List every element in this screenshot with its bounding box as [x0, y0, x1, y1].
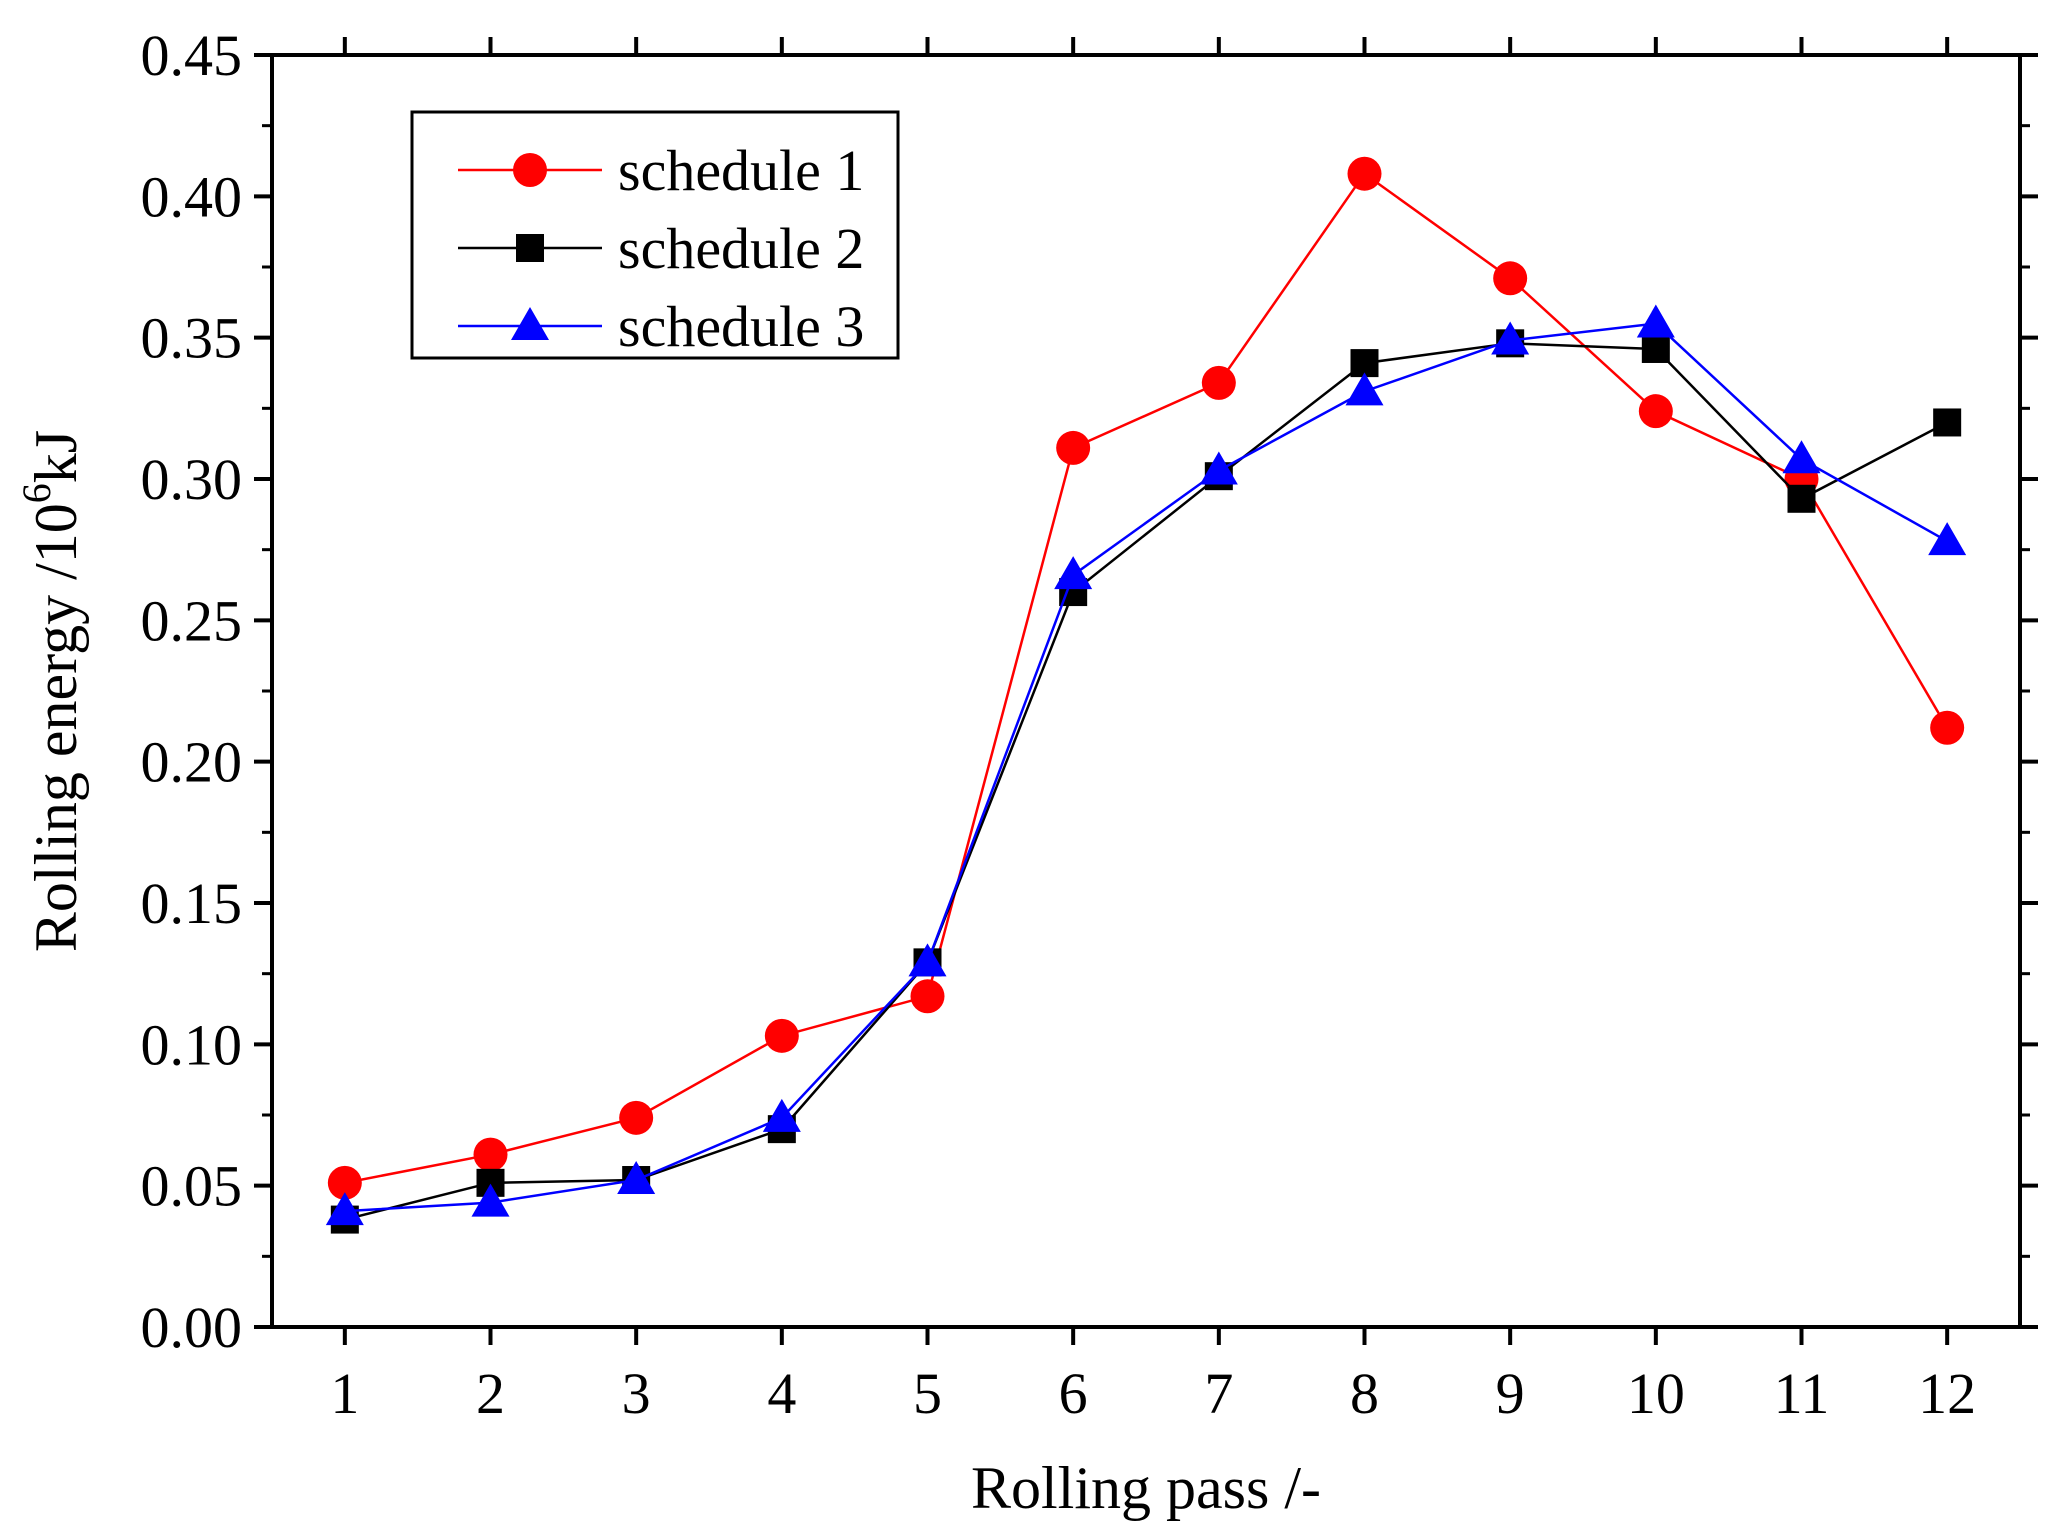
data-point	[1493, 261, 1528, 296]
series-line	[344, 322, 1948, 1213]
x-tick-label: 4	[767, 1361, 796, 1426]
legend-item: schedule 2	[458, 216, 864, 281]
x-tick-label: 1	[330, 1361, 359, 1426]
data-point	[473, 1137, 508, 1172]
data-point	[1201, 365, 1236, 400]
data-point	[1930, 710, 1965, 745]
data-point	[910, 979, 945, 1014]
x-tick-label: 9	[1496, 1361, 1525, 1426]
axes: 0.00 0.05 0.10 0.15 0.20 0.25 0.30 0.35 0.40 0.45…	[141, 23, 2038, 1426]
legend-label: schedule 2	[618, 216, 864, 281]
data-point	[619, 1100, 654, 1135]
x-tick-label: 5	[913, 1361, 942, 1426]
data-point	[1056, 430, 1091, 465]
y-axis-title-unit: kJ	[23, 430, 89, 483]
data-point	[325, 1192, 364, 1226]
x-axis-title: Rolling pass /-	[971, 1455, 1321, 1521]
legend-label: schedule 3	[618, 294, 864, 359]
x-tick-label: 12	[1918, 1361, 1976, 1426]
x-tick-label: 11	[1774, 1361, 1830, 1426]
legend-item: schedule 1	[458, 138, 864, 203]
data-point	[1638, 394, 1673, 429]
data-point	[908, 943, 947, 977]
x-tick-label: 6	[1059, 1361, 1088, 1426]
y-tick-label: 0.10	[141, 1012, 243, 1077]
x-tick-label: 3	[622, 1361, 651, 1426]
y-tick-label: 0.35	[141, 306, 243, 371]
series-3	[325, 304, 1967, 1226]
legend-label: schedule 1	[618, 138, 864, 203]
y-tick-label: 0.05	[141, 1154, 243, 1219]
series-group	[325, 156, 1967, 1234]
y-tick-label: 0.25	[141, 588, 243, 653]
data-point	[1054, 556, 1093, 590]
legend-box	[410, 110, 900, 360]
legend-marker	[516, 234, 544, 262]
y-tick-label: 0.30	[141, 447, 243, 512]
plot-frame	[270, 53, 2022, 1329]
series-1	[327, 156, 1965, 1200]
data-point	[1933, 408, 1962, 437]
data-point	[471, 1183, 510, 1217]
x-tick-label: 2	[476, 1361, 505, 1426]
legend-item: schedule 3	[458, 294, 864, 359]
data-point	[1636, 304, 1675, 338]
legend-marker	[513, 153, 547, 187]
series-line	[344, 342, 1948, 1221]
y-tick-label: 0.00	[141, 1295, 243, 1360]
y-axis-title: Rolling energy /106kJ	[14, 430, 89, 952]
data-point	[1641, 334, 1670, 363]
data-point	[617, 1161, 656, 1195]
data-point	[764, 1018, 799, 1053]
data-point	[1782, 440, 1821, 474]
x-tick-label: 8	[1350, 1361, 1379, 1426]
y-tick-label: 0.40	[141, 164, 243, 229]
data-point	[1347, 156, 1382, 191]
data-point	[1928, 522, 1967, 556]
y-axis-title-superscript: 6	[14, 483, 59, 503]
x-tick-label: 7	[1204, 1361, 1233, 1426]
data-point	[762, 1098, 801, 1132]
y-tick-label: 0.20	[141, 730, 243, 795]
y-tick-label: 0.45	[141, 23, 243, 88]
legend-marker	[511, 307, 549, 340]
data-point	[1787, 484, 1816, 513]
series-line	[344, 171, 1949, 1185]
data-point	[1345, 372, 1384, 406]
data-point	[327, 1165, 362, 1200]
y-tick-label: 0.15	[141, 871, 243, 936]
legend: schedule 1 schedule 2 schedule 3	[410, 110, 900, 360]
x-tick-label: 10	[1627, 1361, 1685, 1426]
data-point	[1491, 321, 1530, 355]
y-axis-title-main: Rolling energy /10	[23, 503, 89, 952]
data-point	[1199, 451, 1238, 485]
